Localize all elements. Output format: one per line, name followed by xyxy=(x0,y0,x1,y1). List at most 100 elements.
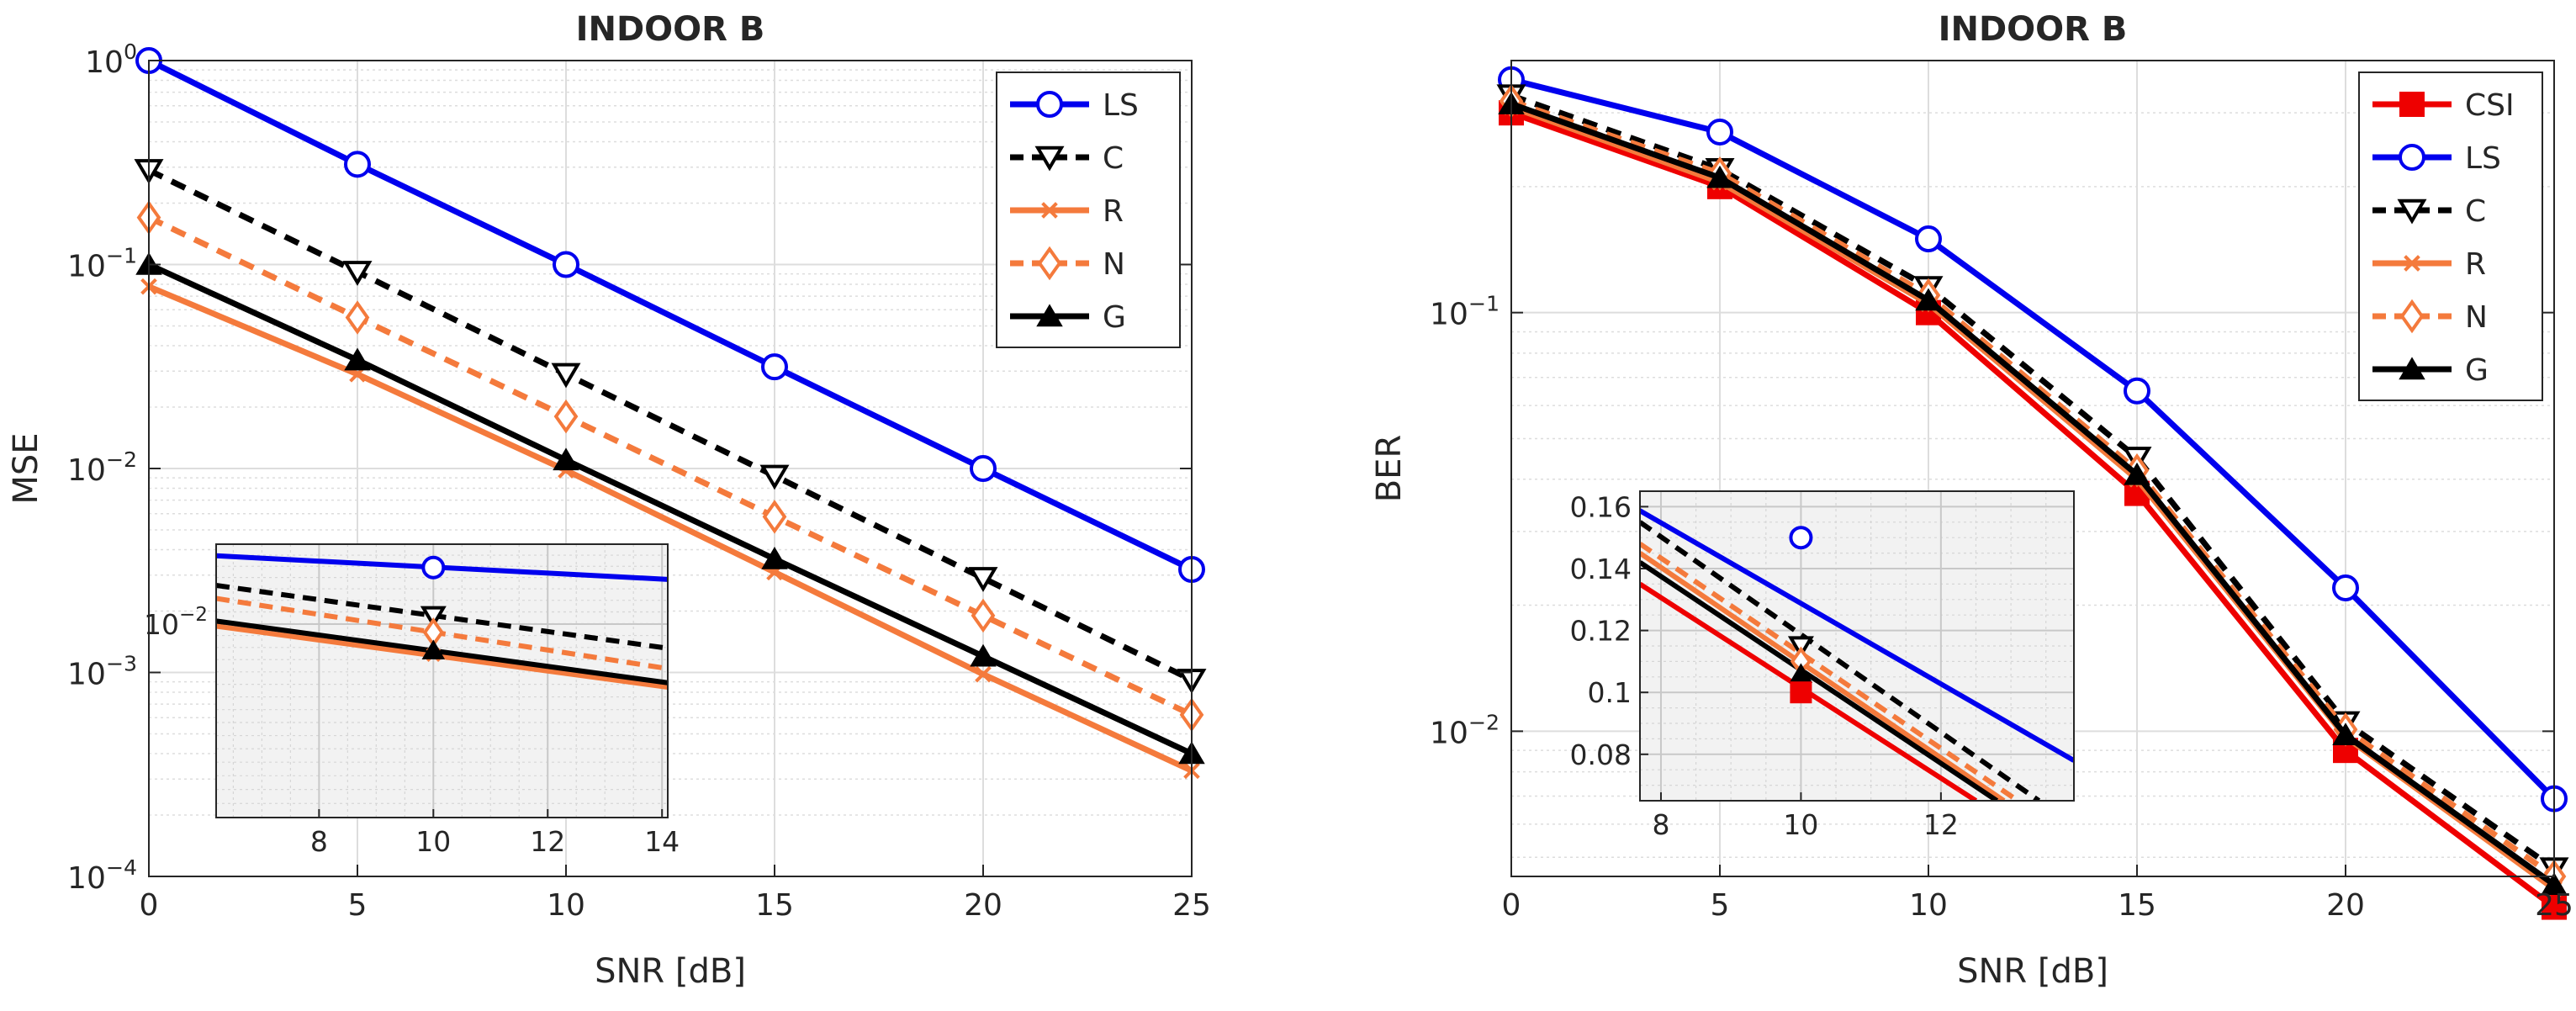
ber-inset-series xyxy=(1640,507,2074,801)
ber-inset: 8 10 12 0.16 0.14 0.12 0.1 0.08 xyxy=(1570,490,2075,841)
ber-legend-label-ls: LS xyxy=(2465,141,2501,176)
ber-legend-label-g: G xyxy=(2465,353,2489,388)
mse-series-c-point xyxy=(968,567,998,592)
ber-inset-x-tick-label: 8 xyxy=(1652,808,1669,841)
ber-inset-y-tick-label: 0.08 xyxy=(1570,738,1632,771)
mse-y-axis-label: MSE xyxy=(7,432,45,504)
ber-series-c-line xyxy=(1510,93,2557,871)
ber-inset-y-tick-label: 0.1 xyxy=(1588,676,1632,709)
mse-inset-x-tick-label: 14 xyxy=(644,825,680,858)
mse-series xyxy=(134,47,1207,780)
mse-inset-x-tick-label: 10 xyxy=(415,825,451,858)
mse-inset-series-ls-point xyxy=(421,555,446,580)
ber-x-tick-label: 5 xyxy=(1711,888,1730,923)
ber-legend-marker-r xyxy=(2404,255,2420,272)
mse-legend-marker-g xyxy=(1036,304,1063,327)
ber-series-ls-point xyxy=(1915,225,1942,253)
ber-legend-label-r: R xyxy=(2465,247,2486,282)
mse-legend-label-c: C xyxy=(1103,141,1124,176)
ber-series-csi-point xyxy=(2542,894,2567,920)
ber-x-tick-label: 10 xyxy=(1909,888,1948,923)
ber-inset-series-ls-point xyxy=(1789,526,1813,550)
ber-legend-marker-csi xyxy=(2399,92,2425,117)
ber-chart: 8 10 120.160.140.120.10.08 10−110−20 5 10 15 2… xyxy=(1370,10,2573,991)
mse-inset-series xyxy=(216,553,668,691)
mse-legend-label-r: R xyxy=(1103,194,1124,229)
ber-series-ls-point xyxy=(2124,377,2150,405)
ber-x-tick-label: 0 xyxy=(1502,888,1521,923)
mse-chart-title: INDOOR B xyxy=(576,10,765,49)
ber-inset-y-tick-label: 0.12 xyxy=(1570,615,1632,648)
mse-series-c-line xyxy=(147,167,1193,683)
mse-series-n-line xyxy=(147,214,1193,717)
mse-x-tick-label: 5 xyxy=(348,888,368,923)
ber-legend-marker-ls xyxy=(2399,144,2425,171)
mse-series-c-point xyxy=(551,363,581,389)
mse-legend-marker-r xyxy=(1041,202,1058,219)
ber-inset-y-tick-label: 0.16 xyxy=(1570,490,1632,523)
ber-series-ls-point xyxy=(1706,118,1733,146)
ber-inset-series-csi-point xyxy=(1790,681,1812,704)
ber-legend-marker-g xyxy=(2399,357,2425,380)
mse-series-n-point xyxy=(345,300,370,335)
mse-inset-box xyxy=(215,543,669,818)
mse-series-r-point xyxy=(975,665,992,683)
mse-inset-series-g-point xyxy=(421,639,446,659)
ber-x-tick-label: 15 xyxy=(2118,888,2156,923)
ber-x-tick-label: 25 xyxy=(2535,888,2573,923)
mse-x-tick-label: 15 xyxy=(755,888,794,923)
mse-series-n-point xyxy=(553,399,579,434)
ber-legend-box xyxy=(2358,71,2543,401)
ber-series-ls-line xyxy=(1510,77,2557,802)
mse-series-ls-line xyxy=(147,57,1193,573)
ber-series-n-line xyxy=(1510,98,2557,879)
mse-series-r-line xyxy=(147,283,1193,774)
mse-inset-x-tick-label: 8 xyxy=(310,825,328,858)
mse-series-ls-point xyxy=(970,455,997,482)
mse-inset: 8 10 12 14 10−2 xyxy=(144,543,680,858)
mse-series-ls-point xyxy=(553,251,579,278)
mse-series-g-point xyxy=(970,643,997,667)
ber-series-g-line xyxy=(1510,101,2557,887)
mse-y-tick-label: 10−3 xyxy=(67,652,137,692)
ber-inset-x-tick-label: 12 xyxy=(1923,808,1959,841)
ber-series-g-point xyxy=(2332,723,2359,745)
mse-series-n-point xyxy=(971,598,996,633)
ber-series-csi-line xyxy=(1510,109,2557,910)
ber-inset-series-r-line xyxy=(1640,551,2006,801)
mse-series-n-point xyxy=(762,500,787,534)
mse-legend-label-ls: LS xyxy=(1103,88,1139,123)
ber-series-ls-point xyxy=(2332,574,2359,601)
mse-legend-marker-c xyxy=(1034,146,1065,172)
ber-legend-marker-c xyxy=(2397,198,2427,225)
mse-series-ls-point xyxy=(761,353,788,381)
mse-x-tick-label: 10 xyxy=(547,888,585,923)
ber-inset-box xyxy=(1639,490,2075,802)
ber-series-g-point xyxy=(1915,288,1942,311)
ber-inset-series-c-line xyxy=(1640,520,2041,801)
mse-x-tick-label: 20 xyxy=(964,888,1002,923)
ber-series-g-point xyxy=(2124,462,2150,485)
ber-series-g-point xyxy=(2541,872,2568,896)
mse-inset-y-tick-label: 10−2 xyxy=(144,604,208,641)
ber-x-tick-label: 20 xyxy=(2326,888,2365,923)
mse-series-g-point xyxy=(344,347,371,371)
ber-inset-y-tick-label: 0.14 xyxy=(1570,553,1632,585)
mse-series-g-line xyxy=(147,262,1193,757)
ber-legend-label-n: N xyxy=(2465,300,2488,335)
mse-inset-series-c-point xyxy=(420,606,447,628)
ber-y-tick-label: 10−2 xyxy=(1430,710,1500,750)
mse-series-g-point xyxy=(761,547,788,569)
ber-axes-box xyxy=(1510,60,2555,877)
ber-inset-x-tick-label: 10 xyxy=(1783,808,1818,841)
mse-series-g-point xyxy=(553,447,579,471)
mse-inset-series-g-line xyxy=(216,618,668,685)
mse-legend-marker-n xyxy=(1037,246,1062,281)
mse-x-tick-label: 25 xyxy=(1172,888,1211,923)
mse-inset-series-c-line xyxy=(216,582,668,651)
mse-legend-label-n: N xyxy=(1103,247,1125,282)
